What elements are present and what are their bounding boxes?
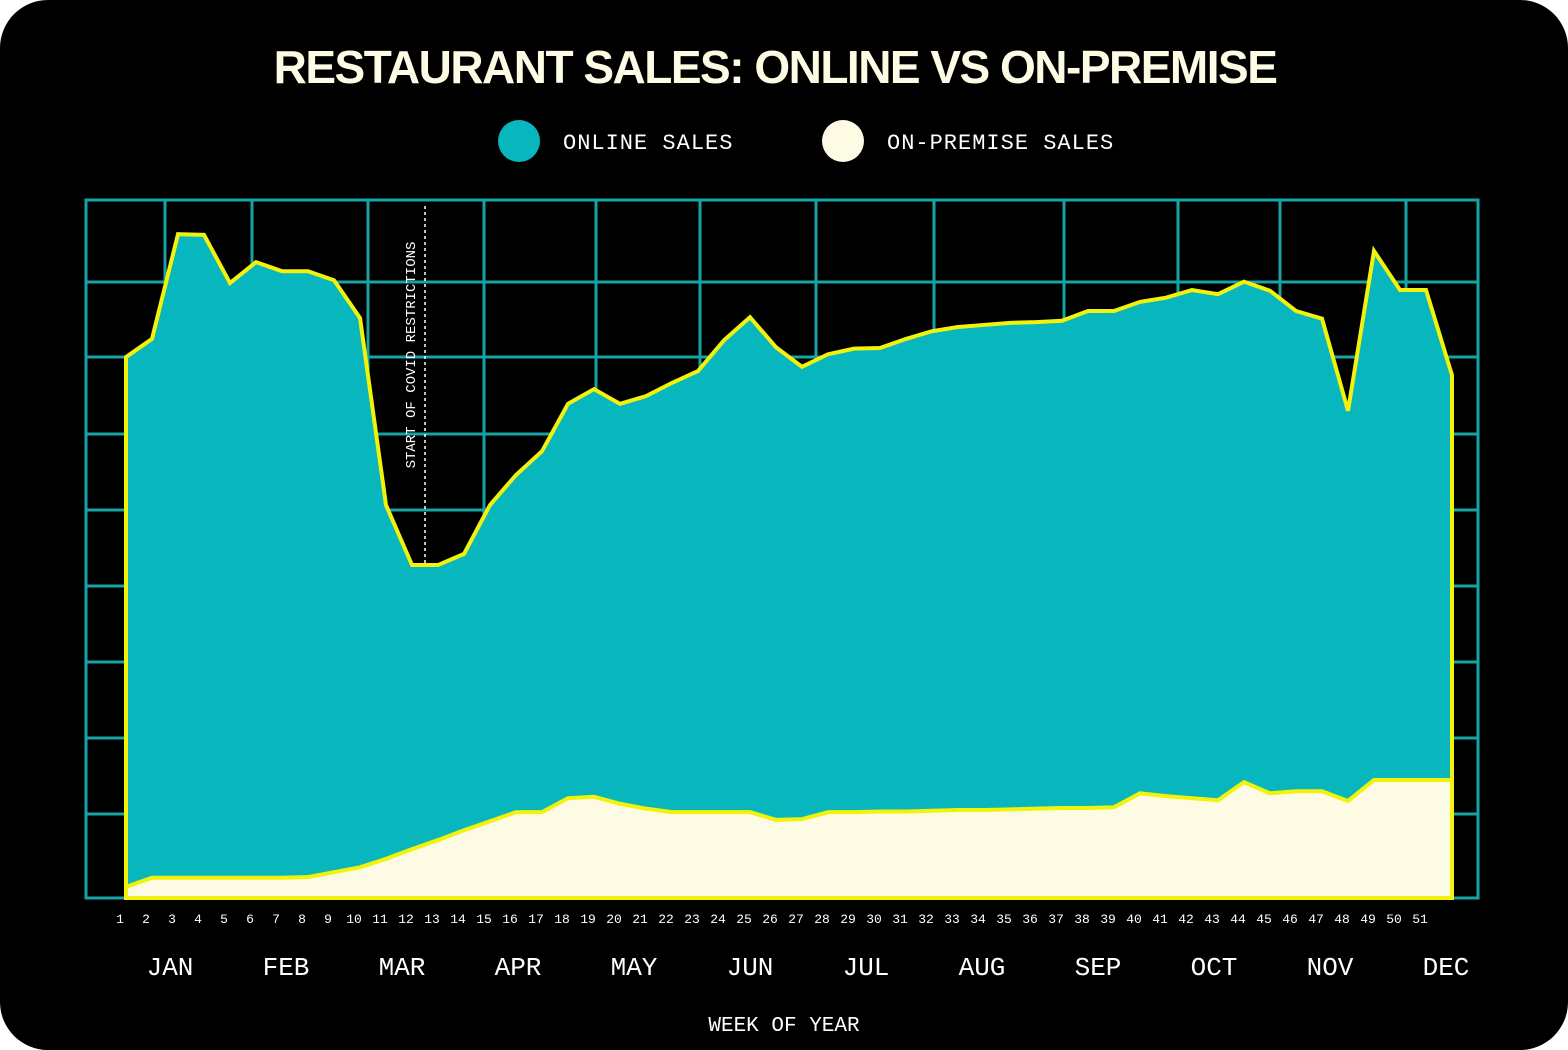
x-tick-label: 42 (1178, 912, 1194, 927)
x-tick-label: 48 (1334, 912, 1350, 927)
month-label: JUN (727, 953, 774, 983)
x-tick-label: 47 (1308, 912, 1324, 927)
x-tick-label: 25 (736, 912, 752, 927)
x-tick-label: 6 (246, 912, 254, 927)
x-tick-label: 30 (866, 912, 882, 927)
legend-label: ON-PREMISE SALES (887, 131, 1114, 156)
x-tick-label: 8 (298, 912, 306, 927)
x-tick-label: 14 (450, 912, 466, 927)
x-tick-label: 37 (1048, 912, 1064, 927)
x-tick-label: 36 (1022, 912, 1038, 927)
x-tick-label: 38 (1074, 912, 1090, 927)
x-tick-label: 24 (710, 912, 726, 927)
x-tick-label: 23 (684, 912, 700, 927)
area (124, 778, 1454, 900)
x-tick-label: 21 (632, 912, 648, 927)
month-label: APR (495, 953, 542, 983)
x-tick-label: 22 (658, 912, 674, 927)
month-label: OCT (1191, 953, 1238, 983)
x-tick-label: 10 (346, 912, 362, 927)
x-tick-label: 20 (606, 912, 622, 927)
month-label: JAN (147, 953, 194, 983)
month-label: SEP (1075, 953, 1122, 983)
x-tick-label: 43 (1204, 912, 1220, 927)
x-tick-label: 5 (220, 912, 228, 927)
x-tick-label: 49 (1360, 912, 1376, 927)
month-label: AUG (959, 953, 1006, 983)
x-tick-label: 16 (502, 912, 518, 927)
x-tick-label: 39 (1100, 912, 1116, 927)
annotation-text: START OF COVID RESTRICTIONS (404, 242, 420, 469)
chart-title: RESTAURANT SALES: ONLINE VS ON-PREMISE (274, 41, 1277, 93)
x-axis-label: WEEK OF YEAR (708, 1015, 860, 1038)
x-tick-label: 1 (116, 912, 124, 927)
x-tick-label: 11 (372, 912, 388, 927)
month-label: MAR (379, 953, 426, 983)
x-tick-label: 28 (814, 912, 830, 927)
x-tick-label: 41 (1152, 912, 1168, 927)
legend-swatch (822, 120, 864, 162)
x-tick-label: 4 (194, 912, 202, 927)
x-tick-label: 29 (840, 912, 856, 927)
x-tick-label: 15 (476, 912, 492, 927)
x-tick-label: 12 (398, 912, 414, 927)
month-label: NOV (1307, 953, 1354, 983)
x-tick-label: 40 (1126, 912, 1142, 927)
x-tick-label: 2 (142, 912, 150, 927)
x-tick-label: 46 (1282, 912, 1298, 927)
x-tick-label: 31 (892, 912, 908, 927)
x-tick-label: 45 (1256, 912, 1272, 927)
month-label: FEB (263, 953, 310, 983)
x-tick-label: 18 (554, 912, 570, 927)
x-tick-label: 26 (762, 912, 778, 927)
x-tick-label: 27 (788, 912, 804, 927)
x-tick-label: 33 (944, 912, 960, 927)
month-label: MAY (611, 953, 658, 983)
x-tick-label: 7 (272, 912, 280, 927)
x-tick-label: 19 (580, 912, 596, 927)
x-tick-label: 35 (996, 912, 1012, 927)
legend-label: ONLINE SALES (563, 131, 733, 156)
legend-swatch (498, 120, 540, 162)
x-tick-label: 50 (1386, 912, 1402, 927)
month-label: JUL (843, 953, 890, 983)
x-tick-label: 13 (424, 912, 440, 927)
area (124, 232, 1454, 900)
month-label: DEC (1423, 953, 1470, 983)
x-tick-label: 17 (528, 912, 544, 927)
x-tick-label: 44 (1230, 912, 1246, 927)
x-tick-label: 51 (1412, 912, 1428, 927)
x-tick-label: 9 (324, 912, 332, 927)
x-tick-label: 34 (970, 912, 986, 927)
x-tick-label: 32 (918, 912, 934, 927)
x-tick-label: 3 (168, 912, 176, 927)
